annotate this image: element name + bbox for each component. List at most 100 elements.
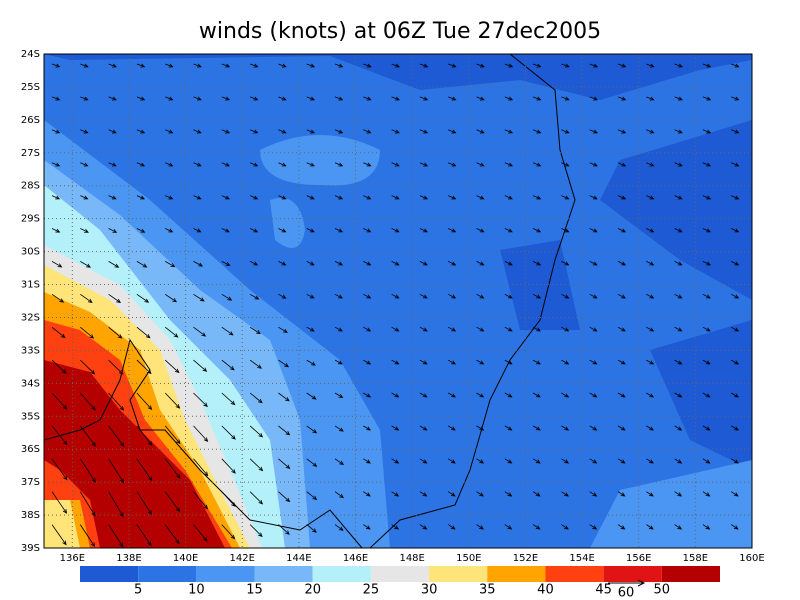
wind-arrow xyxy=(108,195,117,200)
lon-label: 150E xyxy=(456,553,481,564)
wind-arrow xyxy=(646,96,655,101)
wind-arrow xyxy=(532,96,542,101)
wind-arrow xyxy=(306,228,315,233)
wind-arrow xyxy=(448,326,457,332)
wind-arrow xyxy=(702,195,712,200)
contour-low xyxy=(600,120,752,300)
lat-label: 35S xyxy=(21,411,40,422)
lat-label: 32S xyxy=(21,312,40,323)
wind-arrow xyxy=(674,261,683,266)
wind-arrow xyxy=(674,162,683,167)
wind-arrow xyxy=(561,491,569,497)
wind-arrow xyxy=(221,63,231,68)
wind-arrow xyxy=(589,261,598,266)
wind-arrow xyxy=(306,293,315,299)
wind-arrow xyxy=(448,392,456,398)
wind-arrow xyxy=(278,326,288,333)
wind-arrow xyxy=(51,63,61,68)
wind-arrow xyxy=(674,63,683,68)
lon-label: 138E xyxy=(116,553,141,564)
wind-arrow xyxy=(51,195,61,200)
wind-arrow xyxy=(193,195,202,200)
contour-mid xyxy=(590,460,752,548)
wind-arrow xyxy=(419,359,428,365)
colorbar-label: 50 xyxy=(654,583,671,598)
wind-arrow xyxy=(249,293,260,300)
wind-arrow xyxy=(334,228,344,233)
colorbar-swatch xyxy=(254,566,313,582)
wind-arrow xyxy=(136,162,146,167)
wind-arrow xyxy=(391,293,400,299)
wind-arrow xyxy=(136,491,152,515)
wind-arrow xyxy=(108,524,124,548)
contour-mid xyxy=(270,198,305,248)
wind-arrow xyxy=(448,162,457,167)
wind-arrow xyxy=(532,129,542,134)
wind-arrow xyxy=(363,293,372,299)
wind-arrow xyxy=(306,458,318,467)
wind-arrow xyxy=(334,96,344,101)
wind-arrow xyxy=(419,293,428,299)
wind-arrow xyxy=(504,228,513,233)
wind-arrow xyxy=(646,491,654,497)
wind-arrow xyxy=(476,359,485,365)
wind-arrow xyxy=(419,392,428,398)
wind-arrow xyxy=(419,195,429,200)
lat-label: 24S xyxy=(21,49,40,60)
wind-arrow xyxy=(646,261,655,266)
colorbar-label: 35 xyxy=(479,583,496,598)
wind-arrow xyxy=(419,524,428,530)
wind-arrow xyxy=(589,129,598,134)
wind-arrow xyxy=(249,491,264,505)
wind-arrow xyxy=(448,293,457,299)
wind-arrow xyxy=(476,195,485,200)
wind-arrow xyxy=(617,359,626,365)
wind-arrow xyxy=(419,63,429,68)
wind-arrow xyxy=(334,129,344,134)
wind-arrow xyxy=(504,491,513,497)
wind-arrow xyxy=(278,96,287,101)
wind-arrow xyxy=(165,162,174,167)
wind-arrow xyxy=(617,129,627,134)
wind-arrow xyxy=(561,195,570,200)
wind-arrow xyxy=(165,63,174,68)
wind-arrow xyxy=(363,392,372,398)
wind-arrow xyxy=(221,129,231,134)
wind-arrow xyxy=(561,425,570,431)
wind-arrow xyxy=(80,293,93,303)
wind-arrow xyxy=(51,261,63,268)
wind-arrow xyxy=(165,261,176,268)
wind-arrow xyxy=(646,359,655,365)
wind-arrow xyxy=(419,425,428,431)
wind-arrow xyxy=(419,261,428,266)
wind-arrow xyxy=(532,326,541,332)
wind-arrow xyxy=(532,491,541,497)
wind-arrow xyxy=(504,425,513,431)
colorbar-swatch xyxy=(312,566,371,582)
wind-arrow xyxy=(589,392,598,398)
wind-arrow xyxy=(221,96,231,101)
wind-arrow xyxy=(278,195,287,200)
wind-arrow xyxy=(79,458,96,483)
wind-arrow xyxy=(249,524,263,538)
wind-arrow xyxy=(561,326,570,332)
wind-arrow xyxy=(306,195,315,200)
wind-arrow xyxy=(136,293,150,303)
wind-arrow xyxy=(532,261,542,266)
wind-arrow xyxy=(363,96,372,101)
wind-contours xyxy=(44,54,752,548)
lat-label: 29S xyxy=(21,214,40,225)
wind-arrow xyxy=(391,458,400,464)
wind-arrow xyxy=(221,392,236,406)
lon-label: 146E xyxy=(343,553,368,564)
wind-arrow xyxy=(476,458,485,464)
wind-arrow xyxy=(730,491,739,497)
wind-arrow xyxy=(193,524,208,542)
lat-label: 36S xyxy=(21,444,40,455)
wind-arrow xyxy=(391,326,400,332)
wind-arrow xyxy=(193,293,205,302)
wind-arrow xyxy=(108,425,125,447)
wind-arrow xyxy=(306,96,316,101)
wind-arrow xyxy=(391,195,400,200)
wind-arrow xyxy=(193,425,209,442)
